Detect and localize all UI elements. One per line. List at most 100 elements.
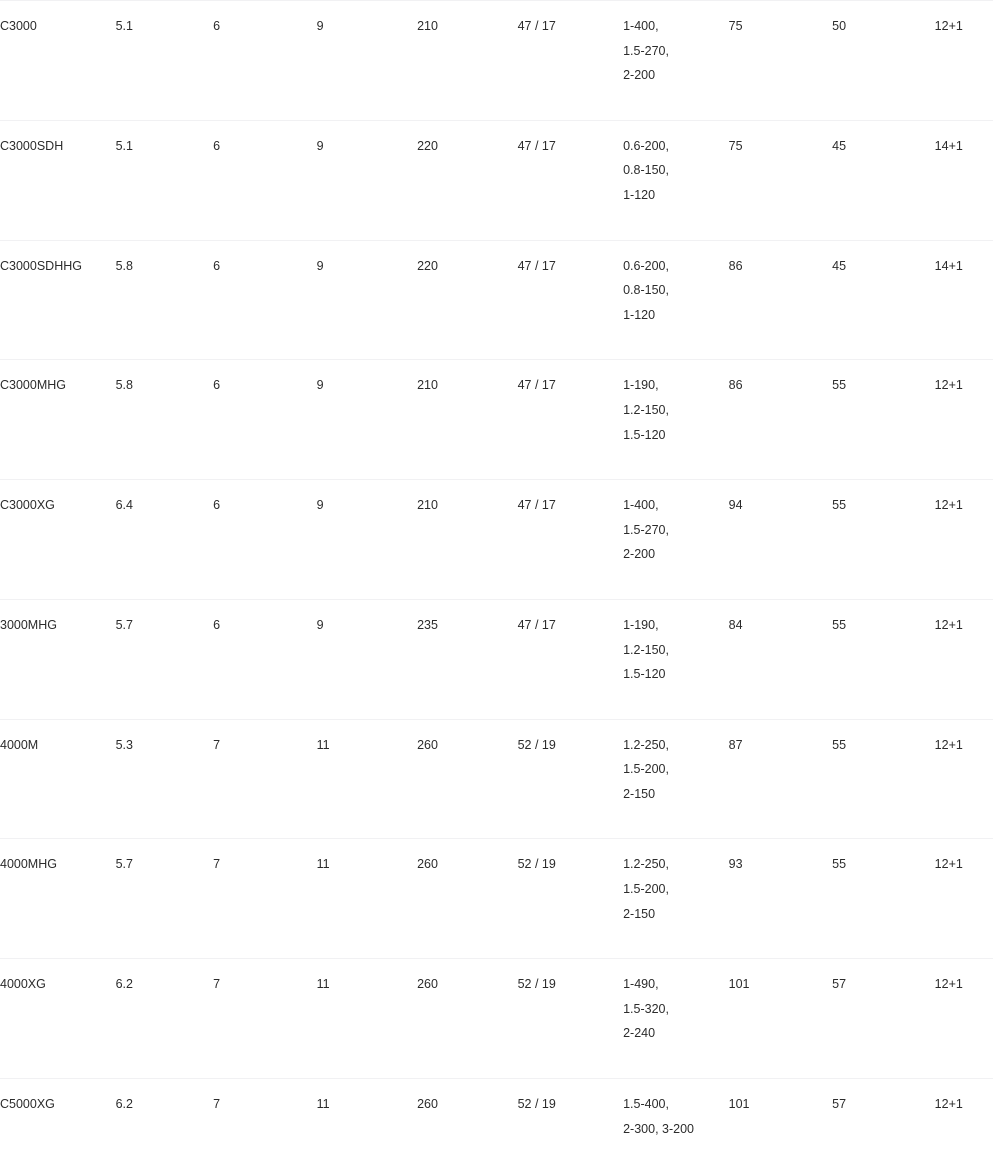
cell-text: 1-190,1.2-150,1.5-120: [623, 373, 729, 447]
cell-retrieve_per_crank_cm: 45: [832, 240, 935, 360]
cell-spool_dimension_mm: 47 / 17: [518, 120, 624, 240]
cell-text: 75: [729, 134, 833, 159]
cell-text: 12+1: [935, 733, 993, 758]
cell-model: C3000MHG: [0, 360, 116, 480]
cell-text: 220: [417, 254, 518, 279]
cell-spool_dimension_mm: 52 / 19: [518, 1079, 624, 1173]
cell-text-line: 1.5-320,: [623, 997, 729, 1022]
cell-bearings: 14+1: [935, 120, 993, 240]
cell-mono_capacity_mm_m: 0.6-200,0.8-150,1-120: [623, 120, 729, 240]
cell-mono_capacity_mm_m: 1-400,1.5-270,2-200: [623, 480, 729, 600]
cell-max_drag_kg: 7: [212, 719, 317, 839]
cell-retrieve_per_crank_cm: 55: [832, 360, 935, 480]
cell-text: 11: [317, 972, 418, 997]
cell-max_drag_lb: 9: [317, 360, 418, 480]
cell-max_drag_lb: 9: [317, 1, 418, 121]
cell-gear_ratio: 5.7: [116, 599, 212, 719]
cell-retrieve_per_crank_cm: 57: [832, 1079, 935, 1173]
cell-gear_ratio: 5.8: [116, 360, 212, 480]
cell-text: 9: [317, 14, 418, 39]
cell-model: C3000XG: [0, 480, 116, 600]
cell-gear_ratio: 5.3: [116, 719, 212, 839]
cell-text: 86: [729, 254, 833, 279]
cell-max_drag_lb: 9: [317, 120, 418, 240]
cell-text: 12+1: [935, 613, 993, 638]
cell-text: 6.4: [116, 493, 212, 518]
cell-max_drag_lb: 11: [317, 959, 418, 1079]
cell-text: 50: [832, 14, 935, 39]
cell-gear_ratio: 6.2: [116, 1079, 212, 1173]
cell-text: 1.2-250,1.5-200,2-150: [623, 733, 729, 807]
cell-text: 1.5-400,2-300, 3-200: [623, 1092, 729, 1141]
cell-text: 9: [317, 254, 418, 279]
cell-text: 101: [729, 972, 833, 997]
cell-text: 6: [213, 493, 317, 518]
cell-gear_ratio: 5.1: [116, 1, 212, 121]
cell-text: 47 / 17: [518, 373, 624, 398]
cell-text-line: 1.5-200,: [623, 877, 729, 902]
cell-text: 12+1: [935, 972, 993, 997]
cell-text: 52 / 19: [518, 1092, 624, 1117]
cell-text: 0.6-200,0.8-150,1-120: [623, 134, 729, 208]
cell-bearings: 12+1: [935, 959, 993, 1079]
cell-text: 47 / 17: [518, 134, 624, 159]
cell-text: 55: [832, 733, 935, 758]
cell-text-line: 1-190,: [623, 373, 729, 398]
cell-text-line: 2-150: [623, 902, 729, 927]
cell-max_drag_kg: 7: [212, 1079, 317, 1173]
cell-text: 7: [213, 852, 317, 877]
cell-text: 260: [417, 733, 518, 758]
cell-text: 3000MHG: [0, 613, 116, 638]
cell-text: 7: [213, 733, 317, 758]
cell-text-line: 2-200: [623, 542, 729, 567]
cell-retrieve_per_crank_cm: 50: [832, 1, 935, 121]
cell-mono_capacity_mm_m: 1-190,1.2-150,1.5-120: [623, 599, 729, 719]
cell-text: 14+1: [935, 134, 993, 159]
cell-max_drag_lb: 9: [317, 480, 418, 600]
cell-text-line: 1.2-150,: [623, 398, 729, 423]
cell-text: 55: [832, 373, 935, 398]
cell-text: 47 / 17: [518, 493, 624, 518]
cell-weight_g: 210: [417, 1, 518, 121]
cell-pe_capacity: 101: [729, 1079, 833, 1173]
cell-model: C3000SDHHG: [0, 240, 116, 360]
cell-text-line: 1.5-120: [623, 423, 729, 448]
cell-mono_capacity_mm_m: 1-490,1.5-320,2-240: [623, 959, 729, 1079]
cell-model: 3000MHG: [0, 599, 116, 719]
cell-max_drag_kg: 6: [212, 599, 317, 719]
cell-text: 86: [729, 373, 833, 398]
cell-pe_capacity: 84: [729, 599, 833, 719]
cell-model: C5000XG: [0, 1079, 116, 1173]
cell-text-line: 1-190,: [623, 613, 729, 638]
cell-text: 47 / 17: [518, 254, 624, 279]
cell-text: 101: [729, 1092, 833, 1117]
cell-pe_capacity: 75: [729, 1, 833, 121]
cell-weight_g: 260: [417, 719, 518, 839]
cell-spool_dimension_mm: 47 / 17: [518, 1, 624, 121]
cell-retrieve_per_crank_cm: 55: [832, 839, 935, 959]
cell-gear_ratio: 6.4: [116, 480, 212, 600]
cell-text-line: 1.5-200,: [623, 757, 729, 782]
cell-text-line: 0.6-200,: [623, 134, 729, 159]
cell-text: 1-190,1.2-150,1.5-120: [623, 613, 729, 687]
cell-text: 5.7: [116, 613, 212, 638]
cell-text-line: 2-300, 3-200: [623, 1117, 729, 1142]
cell-text: 12+1: [935, 14, 993, 39]
cell-text: 93: [729, 852, 833, 877]
cell-weight_g: 260: [417, 839, 518, 959]
cell-text: 75: [729, 14, 833, 39]
cell-text: 5.3: [116, 733, 212, 758]
cell-mono_capacity_mm_m: 1.2-250,1.5-200,2-150: [623, 719, 729, 839]
cell-text: C3000SDH: [0, 134, 116, 159]
cell-text-line: 1.2-250,: [623, 852, 729, 877]
cell-gear_ratio: 5.8: [116, 240, 212, 360]
cell-pe_capacity: 86: [729, 360, 833, 480]
cell-max_drag_kg: 7: [212, 959, 317, 1079]
cell-retrieve_per_crank_cm: 45: [832, 120, 935, 240]
